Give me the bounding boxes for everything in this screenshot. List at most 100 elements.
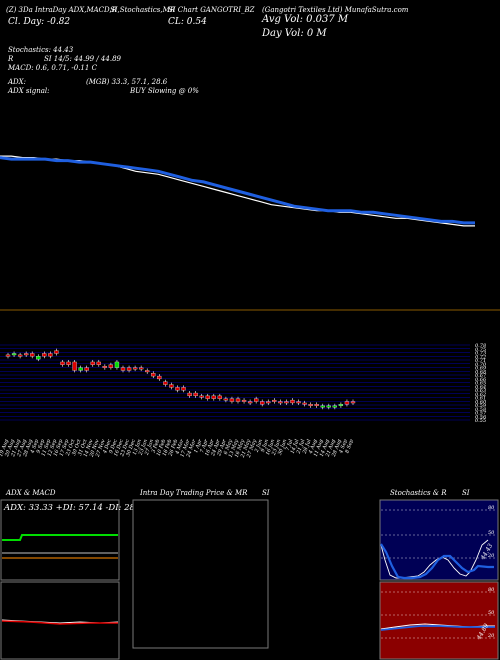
candlestick-chart	[5, 348, 356, 410]
price-tick-label: 0.55	[475, 418, 486, 424]
price-tick-label: 0.60	[475, 399, 487, 405]
date-tick-label: 11 Sep	[41, 438, 53, 457]
candle-body	[132, 367, 138, 370]
candle-body	[344, 401, 350, 405]
candle-body	[260, 401, 265, 405]
adx-panel-readout: ADX: 33.33 +DI: 57.14 -DI: 28.57	[3, 503, 149, 513]
stoch-tick-label: 80	[488, 505, 495, 511]
header-left: (Z) 3Da IntraDay ADX,MACD,R	[6, 6, 118, 14]
candle-body	[296, 401, 301, 404]
date-tick-label: 12 Sep	[47, 438, 59, 457]
rsi-grid: 80 50 20	[381, 587, 497, 639]
candle-body	[241, 399, 247, 402]
date-tick-label: 9 Dec	[108, 438, 119, 454]
moving-average-line	[0, 156, 475, 225]
stoch-panel-title: Stochastics & R	[390, 489, 447, 497]
macd-signal-line	[1, 620, 118, 625]
candle-body	[235, 398, 241, 402]
stoch-readout: Stochastics: 44.43	[8, 46, 74, 54]
date-tick-label: 30 Dec	[125, 438, 137, 457]
date-tick-label: 1 Apr	[193, 438, 204, 454]
adx-signal-label: ADX signal:	[7, 87, 49, 95]
candle-body	[163, 381, 168, 385]
candle-body	[151, 373, 156, 377]
candle-body	[48, 353, 53, 357]
candle-body	[338, 404, 344, 406]
plus-di-line	[2, 534, 118, 541]
price-tick-label: 0.66	[475, 377, 487, 383]
date-tick-label: 16 Dec	[113, 438, 125, 457]
price-tick-label: 0.58	[475, 407, 486, 413]
candle-body	[247, 401, 253, 404]
candle-grid	[0, 344, 470, 421]
date-tick-label: 2 Jun	[254, 439, 265, 454]
candle-body	[126, 367, 132, 371]
date-tick-label: 14 Jul	[290, 438, 301, 454]
candle-body	[90, 361, 95, 365]
day-volume: Day Vol: 0 M	[261, 28, 327, 39]
stoch-panel-si: SI	[462, 489, 470, 497]
price-tick-label: 0.61	[475, 396, 486, 402]
stoch-d-line	[380, 543, 494, 580]
date-tick-label: 30 Oct	[71, 438, 83, 457]
date-tick-label: 4 Mar	[174, 438, 185, 456]
date-tick-label: 6 May	[223, 438, 234, 455]
adx-panel-title: ADX & MACD	[5, 489, 56, 497]
candle-body	[320, 405, 325, 408]
date-tick-label: 30 Jun	[277, 439, 288, 456]
candle-body	[120, 367, 126, 371]
candle-body	[332, 405, 337, 408]
candle-body	[42, 353, 47, 357]
header-mid: SI,Stochastics,MR	[110, 6, 176, 14]
rsi-tick-label: 20	[487, 633, 495, 639]
price-tick-label: 0.78	[475, 343, 486, 349]
day-change: Cl. Day: -0.82	[8, 17, 70, 27]
candle-body	[290, 399, 295, 404]
rsi-readout: SI 14/5: 44.99 / 44.89	[44, 55, 122, 63]
date-tick-label: 4 Dec	[102, 438, 113, 455]
candle-body	[175, 387, 180, 391]
price-ma-chart	[0, 155, 475, 227]
candle-body	[284, 401, 289, 404]
candle-body	[229, 398, 235, 402]
date-tick-label: 18 Feb	[162, 439, 174, 457]
date-tick-label: 26 Feb	[167, 439, 179, 458]
candle-body	[145, 370, 150, 373]
date-tick-label: 19 Aug	[0, 439, 10, 458]
candle-body	[96, 361, 101, 365]
avg-volume: Avg Vol: 0.037 M	[261, 14, 349, 25]
date-tick-label: 17 Sep	[59, 438, 71, 457]
buy-signal: BUY Slowing @ 0%	[129, 87, 199, 95]
price-tick-label: 0.62	[475, 392, 486, 398]
date-tick-label: 7 Jul	[285, 438, 295, 451]
candle-body	[60, 361, 65, 365]
candle-body	[187, 392, 192, 397]
price-tick-label: 0.65	[475, 381, 486, 387]
macd-readout: MACD: 0.6, 0.71, -0.11 C	[7, 64, 98, 72]
candle-body	[66, 361, 71, 365]
price-tick-label: 0.70	[475, 362, 487, 368]
close-value: CL: 0.54	[168, 17, 207, 27]
candle-body	[326, 405, 331, 408]
price-tick-label: 0.64	[475, 384, 486, 390]
candle-body	[30, 353, 35, 357]
candle-body	[24, 353, 29, 356]
candle-body	[108, 364, 114, 368]
date-tick-label: 7 Apr	[199, 438, 210, 454]
date-tick-label: 4 Sep	[338, 438, 349, 455]
date-tick-label: 16 Jun	[265, 439, 276, 456]
price-tick-label: 0.75	[475, 347, 486, 353]
date-tick-label: 16 Apr	[204, 438, 216, 457]
rsi-prefix: R	[7, 55, 14, 63]
date-tick-label: 9 Sep	[36, 438, 47, 454]
date-tick-label: 10 Feb	[156, 439, 168, 457]
candle-body	[139, 367, 144, 370]
intraday-panel-si: SI	[262, 489, 270, 497]
candle-body	[114, 361, 120, 368]
candle-body	[314, 404, 319, 406]
stoch-tick-label: 20	[487, 553, 495, 559]
candle-body	[54, 350, 59, 354]
rsi-signal-line	[380, 625, 495, 631]
